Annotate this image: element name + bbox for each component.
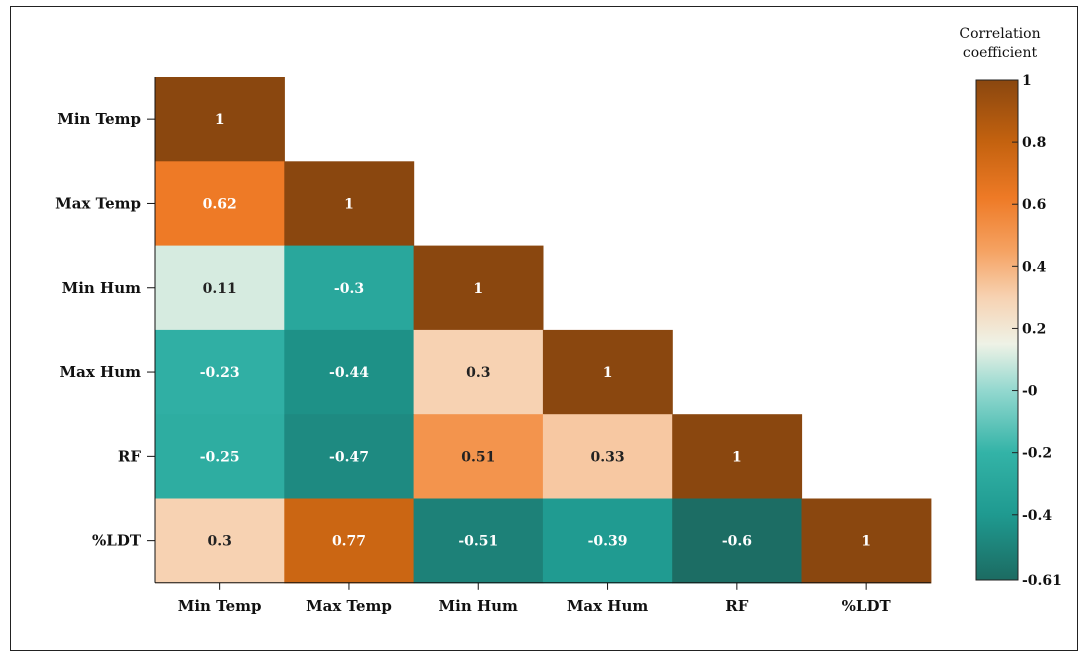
cell-value-label: -0.25	[200, 449, 240, 465]
y-tick-label: Max Hum	[60, 363, 142, 381]
cell-value-label: 0.62	[203, 197, 237, 213]
cell-value-label: 1	[861, 534, 871, 550]
colorbar-tick-label: -0.2	[1022, 446, 1052, 462]
cell-value-label: -0.51	[458, 534, 498, 550]
cell-value-label: 0.33	[591, 449, 625, 465]
heatmap-cell	[155, 161, 285, 247]
colorbar-title: coefficient	[963, 45, 1038, 61]
cell-value-label: 0.11	[203, 281, 237, 297]
colorbar-tick-label: -0.61	[1022, 573, 1062, 589]
cell-value-label: 1	[732, 449, 742, 465]
heatmap-cell	[155, 498, 285, 584]
colorbar-tick-label: 0.8	[1022, 135, 1046, 151]
colorbar-title: Correlation	[959, 26, 1040, 42]
heatmap-cell	[413, 414, 544, 500]
y-tick-label: Min Hum	[62, 279, 142, 297]
heatmap-cell	[542, 329, 673, 415]
cell-value-label: 1	[344, 197, 354, 213]
cell-value-label: 0.77	[332, 534, 366, 550]
heatmap-cell	[284, 245, 415, 331]
colorbar-tick-label: -0	[1022, 384, 1038, 400]
heatmap-cell	[672, 414, 803, 500]
colorbar-gradient	[975, 79, 1019, 581]
x-tick-label: Max Temp	[306, 597, 392, 615]
colorbar: 1 0.8 0.6 0.4 0.2 -0 -0.2 -0.4 -0.61 Correlation c…	[959, 26, 1062, 589]
x-tick-label: RF	[725, 597, 748, 615]
heatmap-cells: 1 0.62 1 0.11 -0.3 1 -0.23 -0.44 0.3 1 -0.25 -0.47 0…	[155, 77, 932, 584]
heatmap-cell	[284, 329, 415, 415]
y-tick-label: Min Temp	[57, 110, 141, 128]
cell-value-label: 0.51	[461, 449, 495, 465]
cell-value-label: 1	[215, 112, 225, 128]
cell-value-label: 0.3	[208, 534, 232, 550]
heatmap-axes: Min Temp Max Temp Min Hum Max Hum RF %LDT Min …	[55, 77, 931, 615]
heatmap-cell	[542, 414, 673, 500]
colorbar-tick-label: 1	[1022, 73, 1032, 89]
heatmap-cell	[413, 498, 544, 584]
colorbar-tick-label: 0.4	[1022, 259, 1047, 275]
heatmap-cell	[155, 77, 285, 162]
heatmap-cell	[155, 329, 285, 415]
cell-value-label: 0.3	[466, 365, 490, 381]
cell-value-label: -0.47	[329, 449, 369, 465]
heatmap-cell	[284, 414, 415, 500]
cell-value-label: -0.44	[329, 365, 369, 381]
colorbar-tick-label: 0.2	[1022, 321, 1046, 337]
heatmap-cell	[672, 498, 803, 584]
x-tick-label: Min Hum	[439, 597, 519, 615]
heatmap-cell	[801, 498, 932, 584]
y-tick-label: RF	[118, 447, 141, 465]
heatmap-cell	[413, 245, 544, 331]
heatmap-cell	[155, 245, 285, 331]
y-tick-label: Max Temp	[55, 194, 141, 212]
x-tick-label: Max Hum	[567, 597, 649, 615]
cell-value-label: 1	[473, 281, 483, 297]
x-tick-label: Min Temp	[178, 597, 262, 615]
cell-value-label: -0.3	[334, 281, 364, 297]
colorbar-tick-label: -0.4	[1022, 508, 1052, 524]
x-tick-label: %LDT	[842, 597, 892, 615]
heatmap-cell	[542, 498, 673, 584]
heatmap-cell	[284, 161, 415, 247]
heatmap-cell	[155, 414, 285, 500]
cell-value-label: -0.23	[200, 365, 240, 381]
heatmap-cell	[413, 329, 544, 415]
y-tick-label: %LDT	[92, 532, 142, 550]
heatmap-cell	[284, 498, 415, 584]
colorbar-tick-label: 0.6	[1022, 197, 1046, 213]
cell-value-label: -0.39	[588, 534, 628, 550]
cell-value-label: 1	[603, 365, 613, 381]
cell-value-label: -0.6	[722, 534, 752, 550]
